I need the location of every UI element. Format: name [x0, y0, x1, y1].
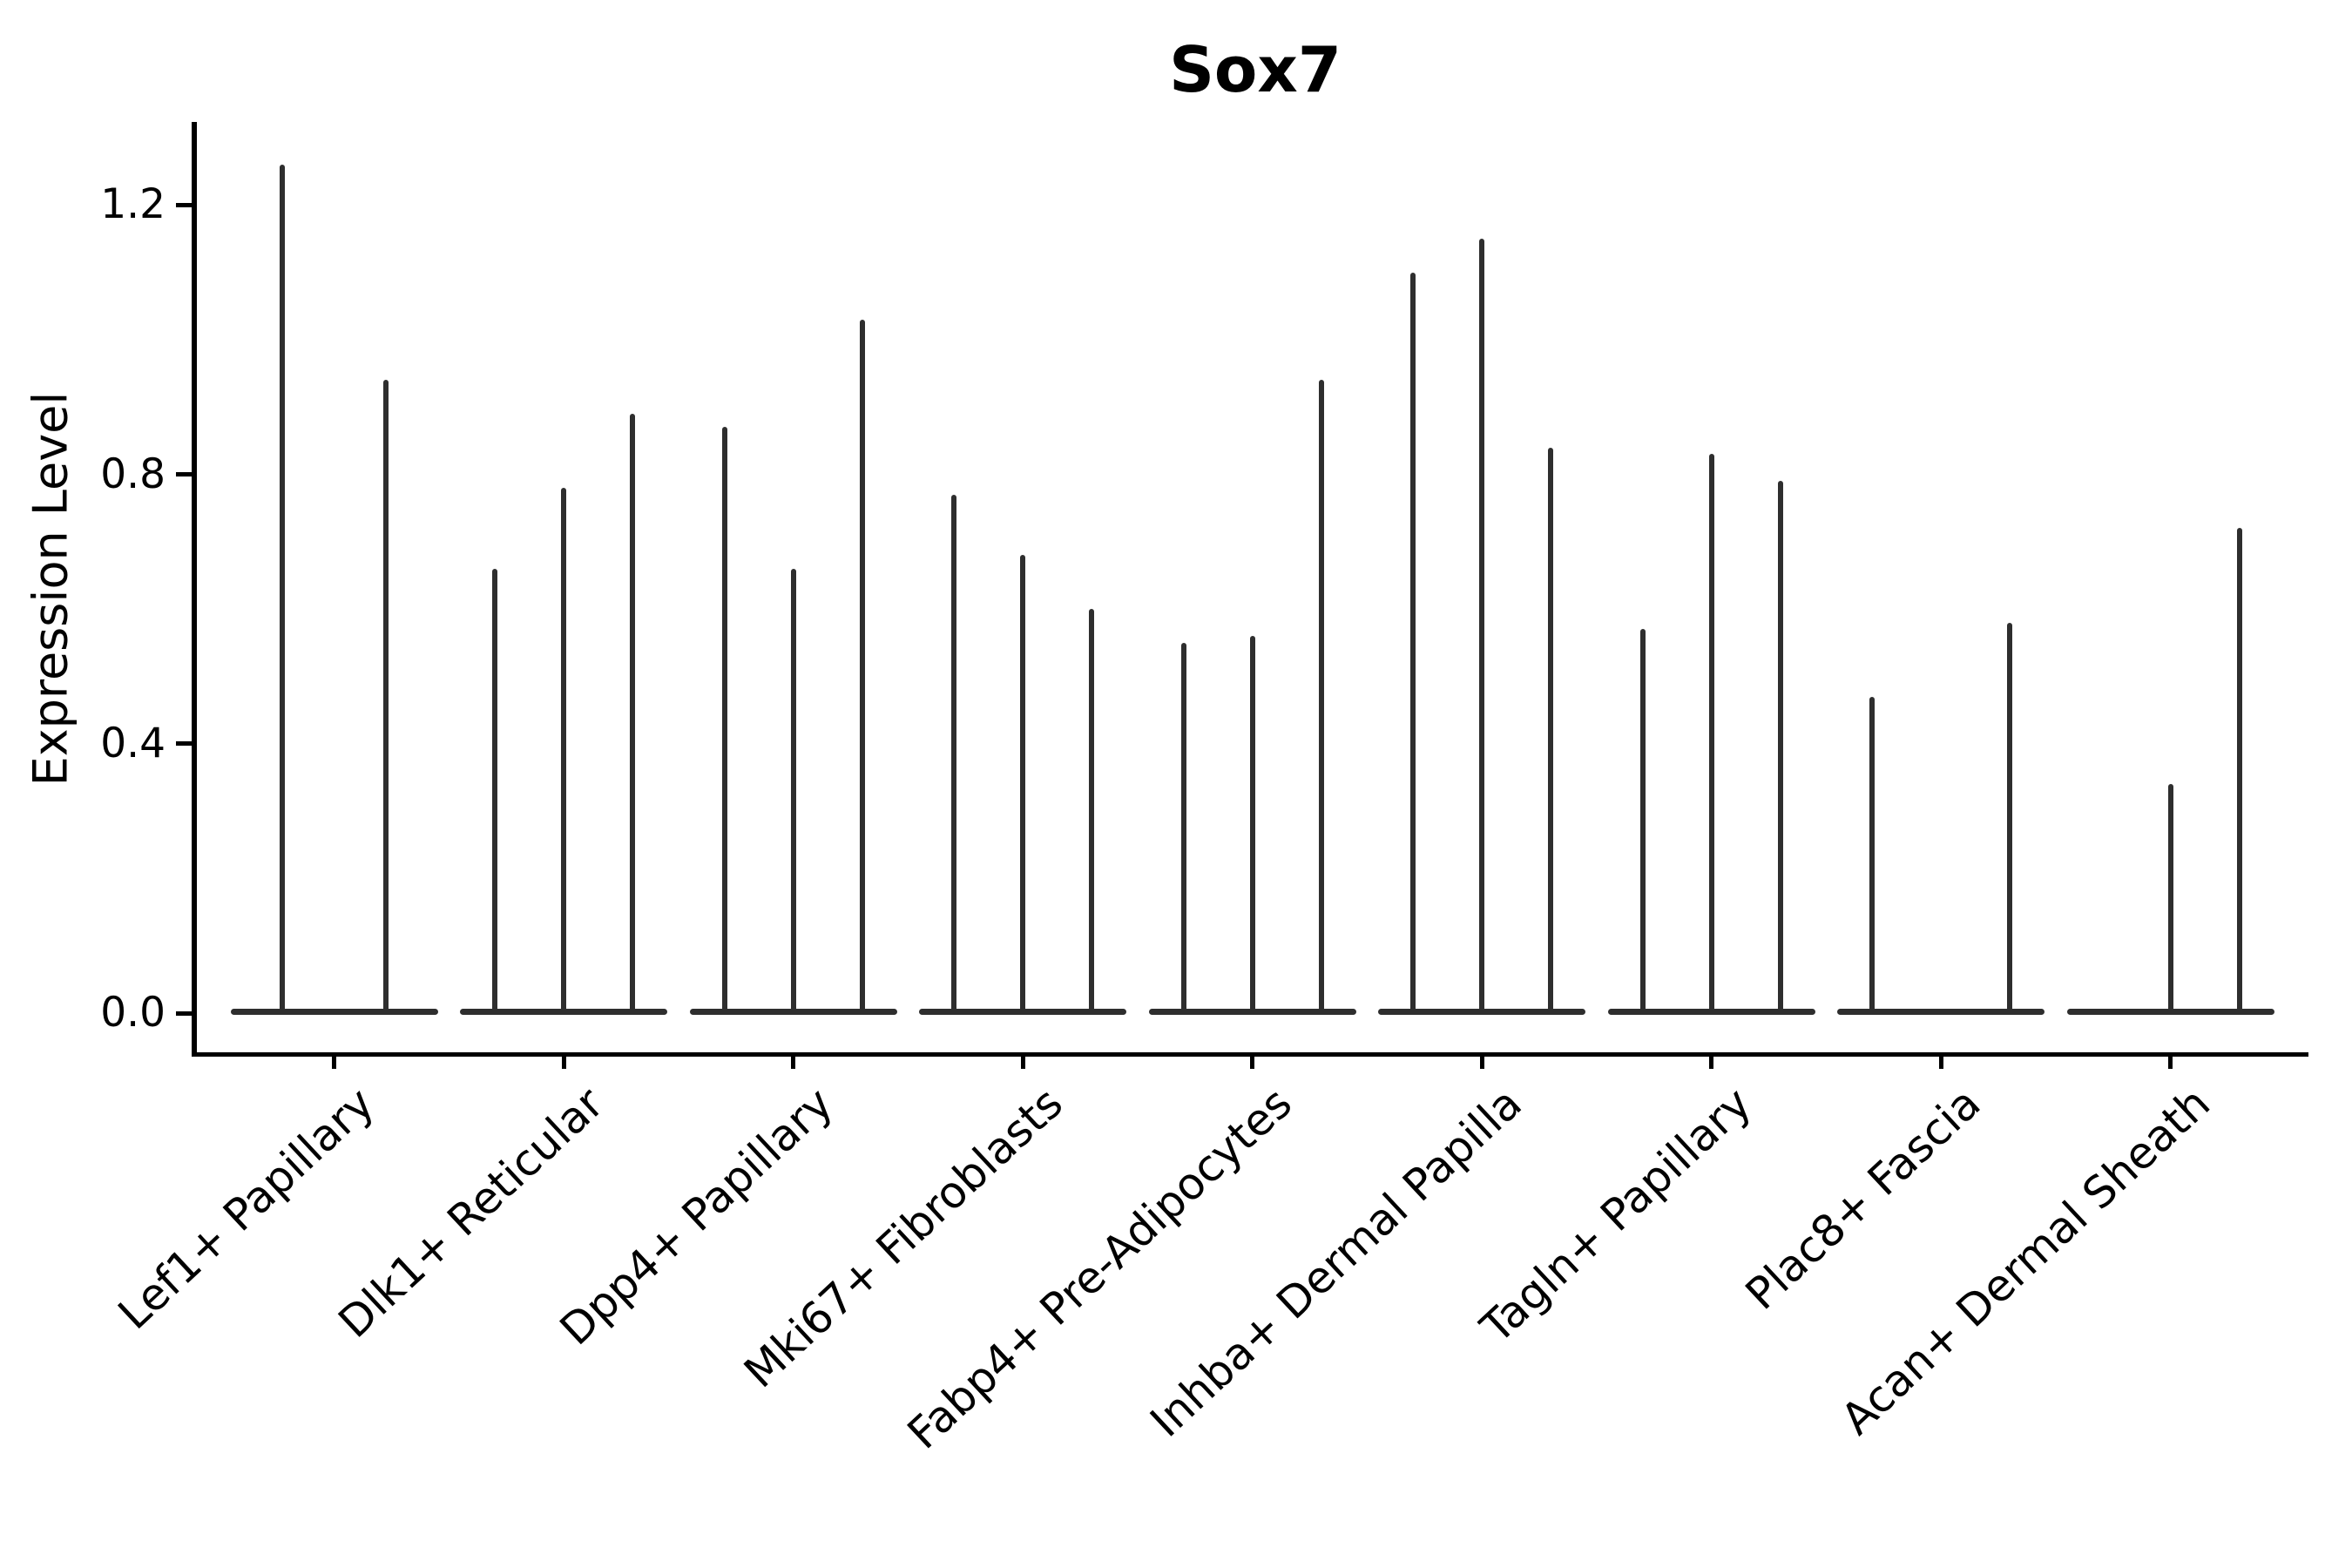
- x-tick-mark: [1479, 1054, 1484, 1069]
- y-axis-spine: [192, 122, 197, 1057]
- violin-spike: [1639, 629, 1646, 1013]
- violin-spike: [382, 380, 389, 1013]
- violin-spike: [1869, 696, 1875, 1013]
- violin-base: [1837, 1008, 2044, 1015]
- x-tick-label: Plac8+ Fascia: [1736, 1078, 1990, 1320]
- violin-spike: [1479, 239, 1484, 1013]
- y-tick-mark: [176, 202, 193, 207]
- violin-spike: [2007, 622, 2012, 1013]
- x-tick-mark: [791, 1054, 795, 1069]
- violin-spike: [1708, 454, 1714, 1013]
- y-tick-mark: [176, 472, 193, 477]
- violin-spike: [561, 488, 566, 1013]
- violin-spike: [1180, 642, 1186, 1013]
- plot-title: Sox7: [1169, 33, 1342, 106]
- violin-spike: [492, 568, 497, 1013]
- x-tick-label: Inhba+ Dermal Papilla: [1140, 1078, 1531, 1447]
- y-tick-label: 0.8: [100, 449, 166, 498]
- x-tick-mark: [561, 1054, 566, 1069]
- x-tick-mark: [1250, 1054, 1254, 1069]
- violin-spike: [1777, 481, 1783, 1013]
- violin-spike: [1089, 609, 1094, 1013]
- violin-spike: [721, 427, 727, 1013]
- x-tick-mark: [2168, 1054, 2173, 1069]
- violin-spike: [951, 494, 956, 1013]
- y-tick-label: 1.2: [100, 180, 166, 229]
- violin-spike: [2236, 528, 2242, 1013]
- x-tick-mark: [1020, 1054, 1025, 1069]
- violin-spike: [1410, 272, 1416, 1013]
- violin-spike: [859, 319, 865, 1013]
- violin-spike: [790, 568, 796, 1013]
- x-tick-label: Fabp4+ Pre-Adipocytes: [898, 1078, 1302, 1459]
- violin-spike: [1318, 380, 1324, 1013]
- x-tick-mark: [332, 1054, 336, 1069]
- x-tick-mark: [1938, 1054, 1943, 1069]
- y-tick-mark: [176, 741, 193, 747]
- violin-spike: [1020, 555, 1025, 1013]
- violin-spike: [630, 414, 635, 1013]
- violin-spike: [280, 165, 286, 1013]
- y-tick-label: 0.4: [100, 719, 166, 767]
- y-tick-label: 0.0: [100, 989, 166, 1037]
- violin-spike: [1249, 636, 1255, 1013]
- violin-spike: [1548, 447, 1553, 1013]
- y-tick-mark: [176, 1010, 193, 1016]
- violin-base: [230, 1008, 438, 1015]
- violin-spike: [2167, 784, 2173, 1013]
- x-tick-mark: [1709, 1054, 1713, 1069]
- x-tick-label: Acan+ Dermal Sheath: [1831, 1078, 2220, 1445]
